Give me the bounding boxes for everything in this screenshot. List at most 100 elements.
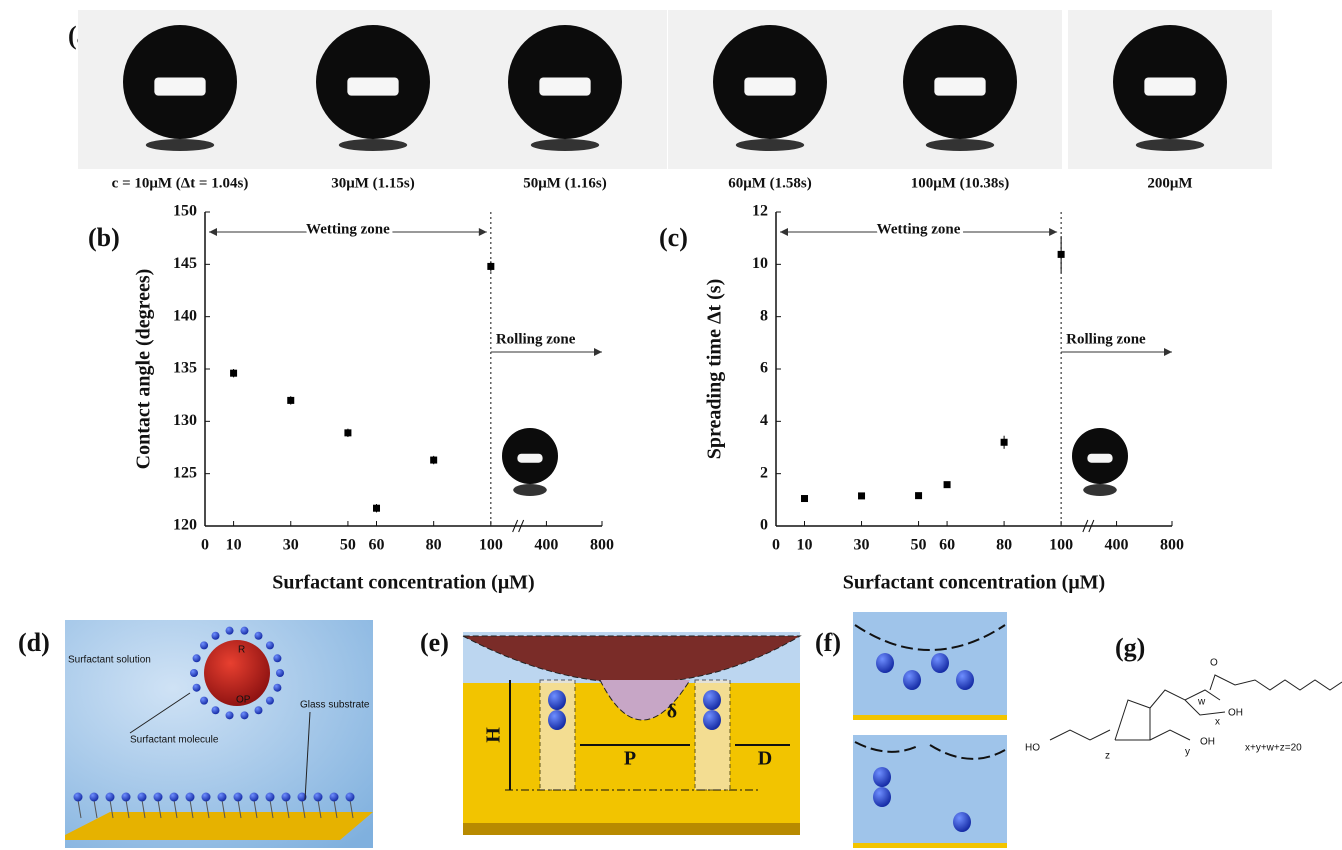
x-tick-label: 10	[226, 537, 242, 554]
atom: OH	[1200, 737, 1215, 748]
arrow-head	[594, 348, 602, 356]
head	[266, 793, 275, 802]
head	[226, 627, 234, 635]
head	[190, 669, 198, 677]
head	[314, 793, 323, 802]
y-tick-label: 0	[760, 517, 768, 534]
label: Surfactant solution	[68, 655, 151, 666]
caption: c = 10μM (Δt = 1.04s)	[112, 175, 249, 191]
reflection	[926, 139, 994, 151]
head	[200, 697, 208, 705]
x-tick-label: 400	[1105, 537, 1129, 554]
head	[202, 793, 211, 802]
head	[956, 670, 974, 690]
atom: O	[1210, 658, 1218, 669]
head	[240, 711, 248, 719]
x-tick-label: 100	[479, 537, 503, 554]
panel-label: (g)	[1115, 633, 1145, 662]
point	[801, 495, 808, 502]
panel-label: (d)	[18, 628, 50, 657]
y-tick-label: 8	[760, 307, 768, 324]
label: R	[238, 645, 245, 656]
reflection	[1136, 139, 1204, 151]
head	[90, 793, 99, 802]
label: Surfactant molecule	[130, 735, 219, 746]
highlight	[539, 77, 590, 95]
point	[944, 481, 951, 488]
x-tick-label: 50	[340, 537, 356, 554]
head	[255, 706, 263, 714]
y-tick-label: 6	[760, 360, 768, 377]
point	[344, 429, 351, 436]
figure: (a) (d) Surfactant solution R OP Glass s…	[0, 0, 1342, 850]
head	[170, 793, 179, 802]
x-tick-label: 30	[854, 537, 870, 554]
x-tick-label: 0	[201, 537, 209, 554]
x-tick-label: 400	[534, 537, 558, 554]
head	[346, 793, 355, 802]
y-tick-label: 130	[173, 412, 197, 429]
x-tick-label: 100	[1049, 537, 1073, 554]
head	[273, 654, 281, 662]
head	[193, 654, 201, 662]
head	[255, 632, 263, 640]
caption: 30μM (1.15s)	[331, 175, 415, 191]
molecule	[703, 690, 721, 710]
point	[373, 505, 380, 512]
point	[858, 492, 865, 499]
y-tick-label: 120	[173, 517, 197, 534]
head	[876, 653, 894, 673]
reflection	[1083, 484, 1117, 496]
head	[250, 793, 259, 802]
head	[122, 793, 131, 802]
subscript: x	[1215, 717, 1220, 728]
head	[903, 670, 921, 690]
y-axis-label: Contact angle (degrees)	[133, 269, 155, 470]
y-tick-label: 145	[173, 255, 197, 272]
subscript: w	[1197, 697, 1206, 708]
panel-label: (f)	[815, 628, 841, 657]
reflection	[531, 139, 599, 151]
substrate	[853, 843, 1007, 848]
molecule	[548, 710, 566, 730]
highlight	[347, 77, 398, 95]
head	[873, 787, 891, 807]
panel-label: (e)	[420, 628, 449, 657]
structure	[1050, 675, 1342, 740]
y-tick-label: 12	[752, 203, 768, 220]
label: P	[624, 748, 636, 770]
y-tick-label: 135	[173, 360, 197, 377]
x-tick-label: 80	[996, 537, 1012, 554]
caption: 200μM	[1147, 175, 1192, 191]
head	[234, 793, 243, 802]
head	[74, 793, 83, 802]
arrow-head	[1164, 348, 1172, 356]
substrate-edge	[463, 823, 800, 835]
reflection	[513, 484, 547, 496]
head	[273, 684, 281, 692]
head	[193, 684, 201, 692]
x-tick-label: 60	[939, 537, 955, 554]
reflection	[736, 139, 804, 151]
x-tick-label: 50	[911, 537, 927, 554]
head	[266, 641, 274, 649]
head	[931, 653, 949, 673]
molecule	[703, 710, 721, 730]
head	[200, 641, 208, 649]
label: D	[758, 748, 772, 770]
panel-label: (b)	[88, 223, 120, 252]
atom: HO	[1025, 743, 1040, 754]
head	[212, 706, 220, 714]
label: Glass substrate	[300, 700, 370, 711]
head	[276, 669, 284, 677]
highlight	[744, 77, 795, 95]
x-tick-label: 80	[426, 537, 442, 554]
annotation: Wetting zone	[306, 221, 390, 237]
x-tick-label: 800	[590, 537, 614, 554]
substrate	[853, 715, 1007, 720]
annotation: Rolling zone	[496, 331, 576, 347]
highlight	[1087, 454, 1112, 463]
point	[230, 370, 237, 377]
point	[287, 397, 294, 404]
